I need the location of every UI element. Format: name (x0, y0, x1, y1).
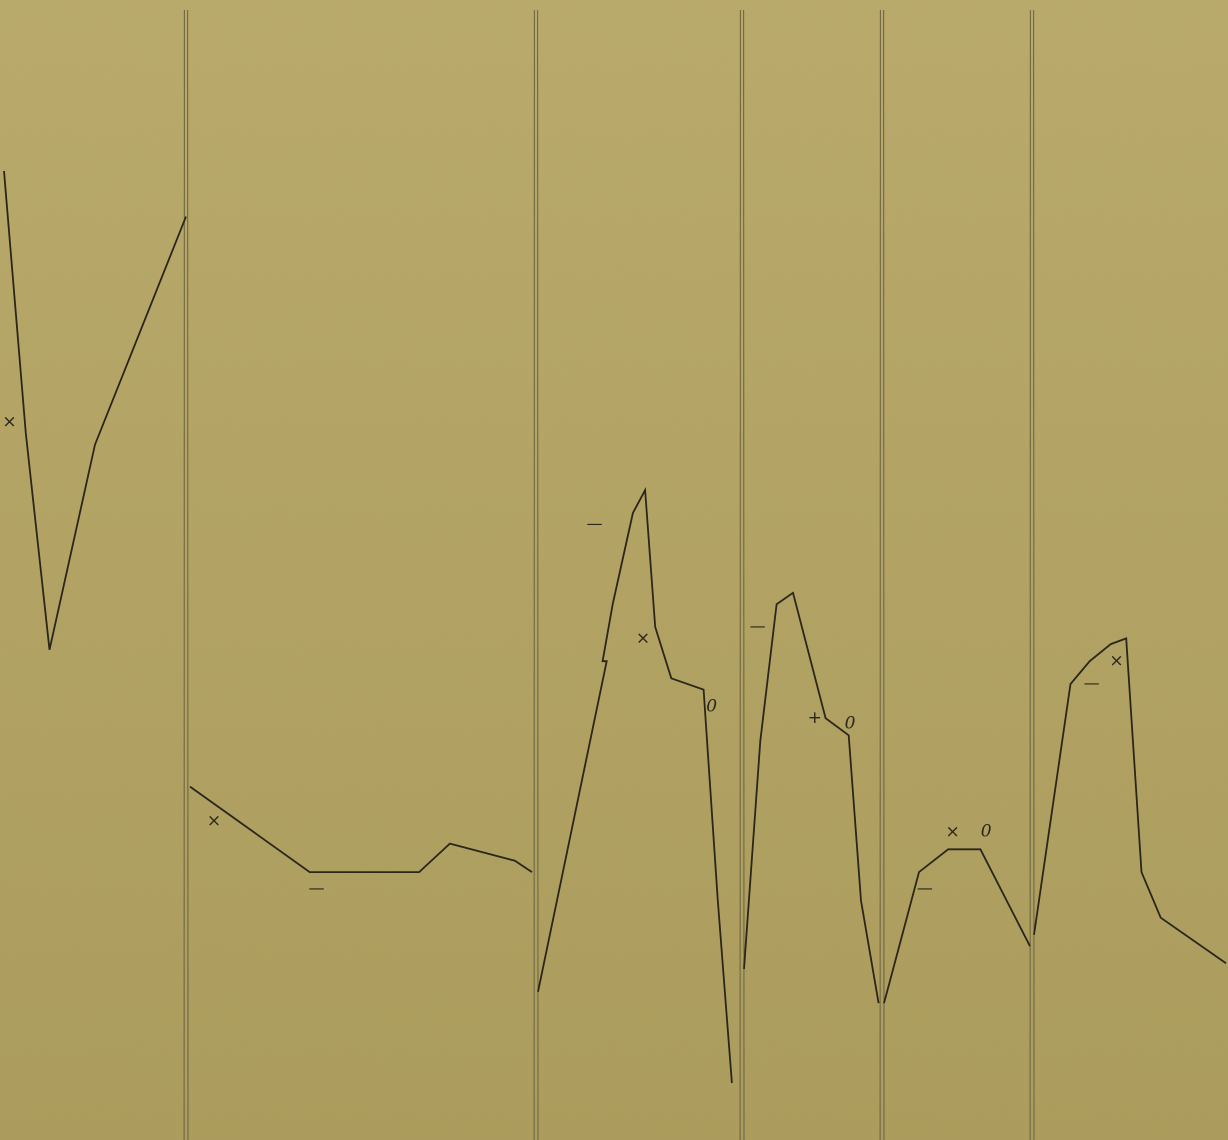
trace-mark-3-1: — (587, 514, 603, 533)
trace-line-5 (883, 848, 1031, 1004)
trace-mark-2-1: × (207, 811, 221, 831)
panel-dividers (183, 9, 1035, 1140)
trace-line-4 (743, 591, 880, 1004)
trace-line-3 (537, 487, 733, 1084)
trace-mark-3-3: 0 (706, 696, 717, 716)
trace-mark-5-3: 0 (981, 822, 992, 842)
trace-mark-5-1: — (917, 879, 933, 898)
trace-mark-4-1: — (750, 617, 766, 636)
trace-line-6 (1033, 637, 1227, 965)
trace-mark-4-3: 0 (845, 713, 856, 733)
trace-line-2 (189, 785, 533, 873)
trace-lines (3, 170, 1227, 1084)
trace-mark-1-1: × (2, 412, 16, 432)
trace-mark-5-2: × (945, 822, 959, 842)
trace-marks: × × — — × 0 — + 0 — × 0 — × (2, 412, 1123, 898)
trace-mark-6-1: — (1084, 674, 1100, 693)
trace-mark-3-2: × (636, 628, 650, 648)
trace-mark-6-2: × (1109, 651, 1123, 671)
trace-mark-4-2: + (808, 708, 822, 728)
trace-mark-2-2: — (309, 879, 325, 898)
trace-line-1 (3, 170, 187, 650)
